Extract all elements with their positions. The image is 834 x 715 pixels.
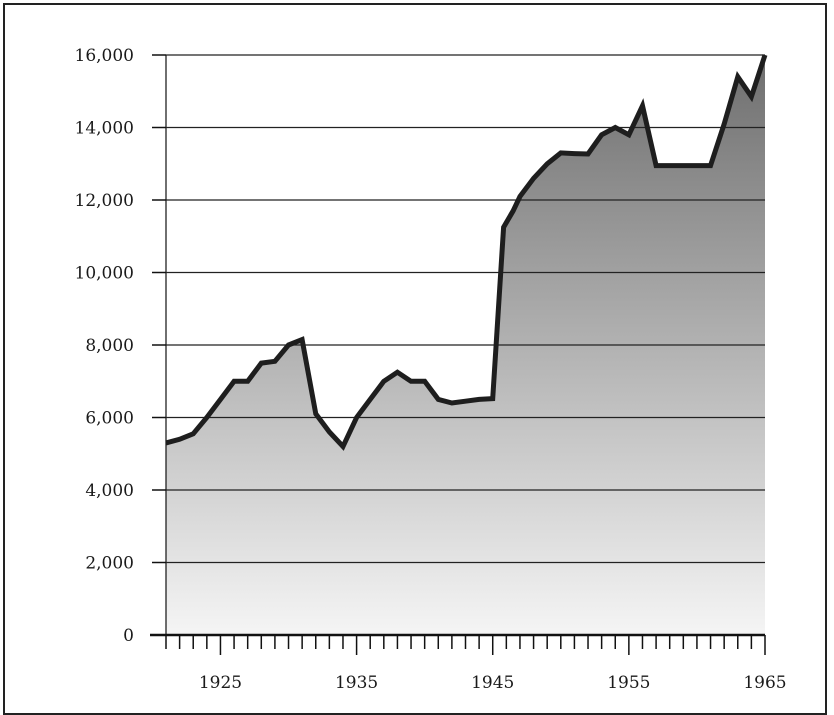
y-tick-label: 6,000 — [85, 409, 134, 429]
series-line — [165, 54, 768, 451]
x-tick-label: 1925 — [199, 673, 242, 693]
x-tick-label: 1965 — [743, 673, 786, 693]
line-layer — [165, 54, 768, 451]
x-tick-label: 1945 — [471, 673, 514, 693]
grid-layer — [165, 54, 765, 635]
y-tick-label: 10,000 — [75, 264, 134, 284]
x-tick-label: 1955 — [607, 673, 650, 693]
y-tick-label: 8,000 — [85, 336, 134, 356]
x-tick-label: 1935 — [335, 673, 378, 693]
y-tick-label: 0 — [123, 626, 134, 646]
y-tick-label: 14,000 — [75, 119, 134, 139]
y-tick-label: 2,000 — [85, 554, 134, 574]
y-tick-label: 16,000 — [75, 46, 134, 66]
y-tick-label: 4,000 — [85, 481, 134, 501]
labels-layer: 0 2,000 4,000 6,000 8,000 10,000 12,000 14,000 1… — [75, 46, 787, 693]
y-tick-label: 12,000 — [75, 191, 134, 211]
axes-layer — [150, 54, 766, 655]
